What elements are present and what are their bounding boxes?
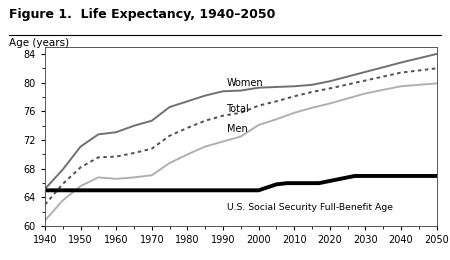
- Text: Total: Total: [226, 103, 249, 114]
- Text: Age (years): Age (years): [9, 38, 69, 48]
- Text: Women: Women: [226, 78, 263, 88]
- Text: Men: Men: [226, 124, 247, 134]
- Text: Figure 1.  Life Expectancy, 1940–2050: Figure 1. Life Expectancy, 1940–2050: [9, 8, 275, 21]
- Text: U.S. Social Security Full-Benefit Age: U.S. Social Security Full-Benefit Age: [226, 203, 392, 212]
